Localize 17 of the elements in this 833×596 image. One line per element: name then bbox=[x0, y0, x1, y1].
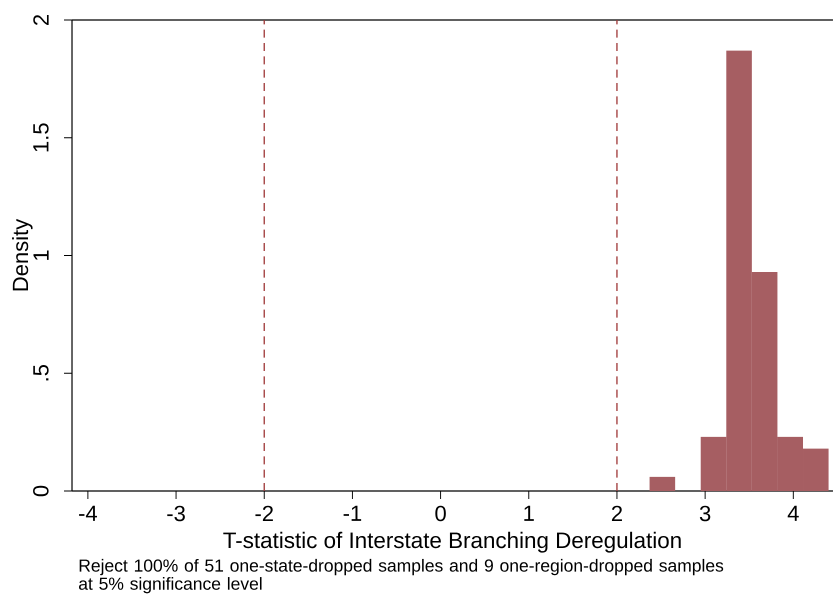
x-tick-label: -3 bbox=[167, 506, 185, 522]
x-tick-label: 3 bbox=[700, 506, 710, 522]
text: Reject 100% of 51 one-state-dropped samples and 9 one-region-dropped samples at 5% significance level bbox=[79, 558, 724, 594]
x-axis-title: T-statistic of Interstate Branching Deregulation bbox=[223, 532, 681, 553]
x-tick-label: -1 bbox=[344, 506, 362, 521]
y-tick-label: 1 bbox=[33, 250, 49, 260]
y-axis-title: Density bbox=[12, 218, 33, 290]
y-tick-label: 2 bbox=[33, 14, 49, 26]
y-tick-label: .5 bbox=[33, 364, 49, 380]
y-tick-label: 0 bbox=[33, 486, 49, 496]
x-tick-label: 2 bbox=[612, 506, 622, 522]
x-tick-label: -4 bbox=[79, 506, 98, 521]
y-tick-label: 1.5 bbox=[33, 123, 49, 152]
x-tick-label: -2 bbox=[255, 506, 273, 522]
x-tick-label: 4 bbox=[788, 506, 799, 521]
x-tick-label: 0 bbox=[435, 506, 446, 522]
x-tick-label: 1 bbox=[524, 506, 534, 521]
